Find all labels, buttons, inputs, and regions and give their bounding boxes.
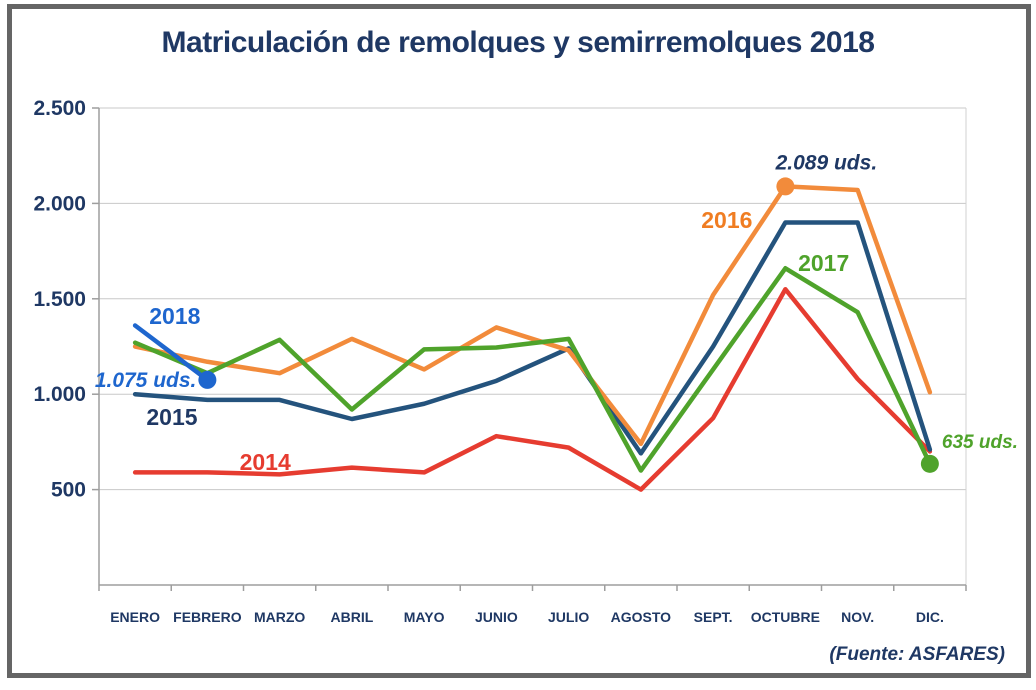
series-label-2015: 2015 xyxy=(146,404,197,430)
x-axis-label: DIC. xyxy=(916,609,944,625)
series-label-2014: 2014 xyxy=(240,449,291,475)
series-line-2015 xyxy=(132,220,933,456)
x-axis-label: SEPT. xyxy=(694,609,733,625)
x-axis-label: NOV. xyxy=(841,609,874,625)
series-label-2017: 2017 xyxy=(798,250,849,276)
x-axis-label: JUNIO xyxy=(475,609,518,625)
series-label-2018: 2018 xyxy=(149,303,200,329)
x-axis-label: ENERO xyxy=(110,609,160,625)
y-axis-label: 1.000 xyxy=(33,383,86,406)
data-point-marker-2018 xyxy=(198,370,217,389)
series-label-2016: 2016 xyxy=(701,207,752,233)
value-annotation: 635 uds. xyxy=(942,432,1018,453)
data-point-marker-2016 xyxy=(776,177,795,196)
data-point-marker-2017 xyxy=(920,454,939,473)
x-axis-label: OCTUBRE xyxy=(751,609,820,625)
outer-frame xyxy=(7,4,1031,678)
y-axis-label: 2.000 xyxy=(33,192,86,215)
series-line-2017 xyxy=(132,266,933,473)
value-annotation: 2.089 uds. xyxy=(775,151,878,174)
series-line-2014 xyxy=(132,287,933,492)
x-axis-label: JULIO xyxy=(548,609,589,625)
series-line-2016 xyxy=(132,184,933,447)
chart-title: Matriculación de remolques y semirremolq… xyxy=(161,26,875,59)
y-axis-label: 1.500 xyxy=(33,288,86,311)
x-axis-label: FEBRERO xyxy=(173,609,242,625)
x-axis-label: ABRIL xyxy=(330,609,373,625)
value-annotation: 1.075 uds. xyxy=(95,369,197,392)
x-axis-label: MAYO xyxy=(404,609,445,625)
series-line-2018 xyxy=(132,323,210,383)
x-axis-label: AGOSTO xyxy=(611,609,672,625)
source-note: (Fuente: ASFARES) xyxy=(829,644,1005,665)
x-axis-label: MARZO xyxy=(254,609,305,625)
y-axis-label: 2.500 xyxy=(33,97,86,120)
y-axis-label: 500 xyxy=(51,479,86,502)
